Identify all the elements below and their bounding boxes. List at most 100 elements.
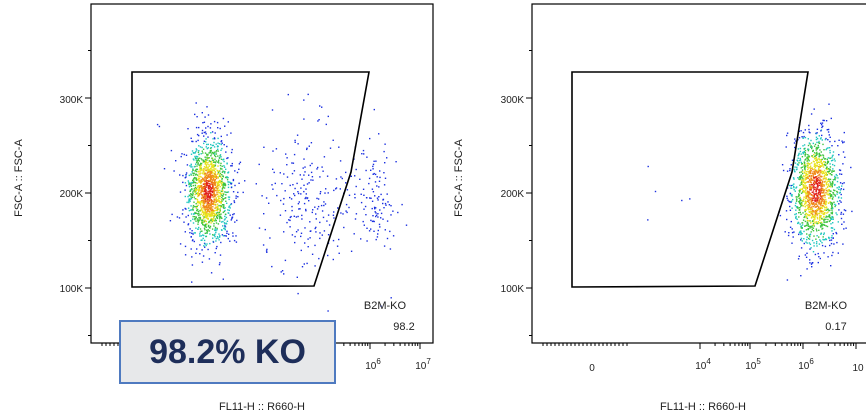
event-dot [817, 189, 820, 191]
event-dot [798, 190, 800, 192]
event-dot [820, 206, 822, 208]
event-dot [300, 235, 302, 238]
event-dot [205, 244, 207, 247]
event-dot [306, 262, 308, 265]
event-dot [212, 182, 214, 185]
event-dot [311, 253, 314, 255]
event-dot [209, 196, 212, 199]
event-dot [194, 198, 196, 200]
event-dot [376, 176, 378, 178]
event-dot [809, 227, 811, 229]
event-dot [808, 156, 811, 158]
event-dot [299, 174, 301, 176]
ko-annotation-text: 98.2% KO [149, 332, 306, 371]
event-dot [192, 182, 195, 184]
event-dot [198, 187, 200, 189]
event-dot [811, 226, 813, 229]
event-dot [812, 213, 814, 215]
event-dot [209, 147, 212, 149]
event-dot [840, 213, 842, 215]
event-dot [291, 162, 293, 164]
event-dot [199, 157, 201, 159]
event-dot [190, 163, 192, 165]
event-dot [819, 178, 821, 180]
event-dot [795, 198, 798, 200]
event-dot [235, 197, 237, 199]
event-dot [204, 225, 206, 228]
event-dot [203, 205, 205, 208]
event-dot [195, 126, 198, 129]
event-dot [810, 247, 812, 249]
event-dot [207, 174, 209, 176]
event-dot [228, 181, 230, 183]
event-dot [218, 218, 221, 220]
event-dot [191, 256, 193, 258]
event-dot [226, 232, 228, 234]
event-dot [195, 150, 197, 153]
event-dot [842, 213, 845, 215]
event-dot [216, 208, 218, 210]
event-dot [833, 243, 835, 245]
event-dot [827, 191, 829, 193]
event-dot [831, 202, 834, 204]
event-dot [202, 177, 204, 179]
event-dot [813, 161, 815, 163]
event-dot [208, 169, 211, 171]
event-dot [374, 181, 377, 183]
event-dot [213, 191, 215, 194]
event-dot [363, 153, 365, 155]
event-dot [815, 197, 817, 199]
event-dot [815, 149, 817, 151]
event-dot [368, 182, 370, 185]
event-dot [217, 211, 219, 214]
event-dot [217, 177, 219, 179]
event-dot [232, 191, 235, 193]
event-dot [275, 148, 278, 150]
event-dot [803, 167, 806, 169]
event-dot [206, 163, 208, 165]
event-dot [191, 230, 193, 232]
event-dot [297, 292, 299, 295]
event-dot [806, 174, 808, 176]
event-dot [820, 165, 823, 167]
event-dot [810, 168, 812, 170]
event-dot [209, 170, 211, 173]
event-dot [300, 193, 302, 195]
event-dot [195, 157, 197, 159]
event-dot [190, 182, 192, 184]
event-dot [831, 170, 833, 172]
event-dot [831, 181, 834, 183]
event-dot [200, 166, 202, 168]
event-dot [207, 201, 209, 204]
event-dot [786, 195, 788, 197]
event-dot [800, 230, 802, 232]
event-dot [280, 271, 282, 273]
event-dot [828, 103, 830, 105]
event-dot [214, 161, 216, 163]
event-dot [205, 146, 207, 148]
event-dot [795, 200, 798, 202]
event-dot [196, 179, 199, 181]
event-dot [196, 159, 198, 162]
event-dot [808, 200, 810, 202]
event-dot [314, 206, 316, 208]
event-dot [373, 230, 375, 232]
event-dot [335, 187, 338, 189]
event-dot [207, 154, 209, 156]
event-dot [831, 204, 834, 206]
event-dot [221, 200, 223, 202]
event-dot [820, 223, 823, 225]
event-dot [805, 185, 807, 187]
event-dot [196, 213, 199, 215]
event-dot [836, 200, 839, 203]
event-dot [806, 162, 809, 164]
event-dot [800, 167, 802, 169]
event-dot [201, 220, 203, 223]
event-dot [235, 235, 237, 237]
event-dot [837, 145, 839, 147]
event-dot [202, 217, 205, 220]
x-tick-label: 10 [852, 363, 864, 374]
event-dot [816, 200, 819, 202]
event-dot [204, 161, 207, 163]
event-dot [214, 171, 216, 173]
